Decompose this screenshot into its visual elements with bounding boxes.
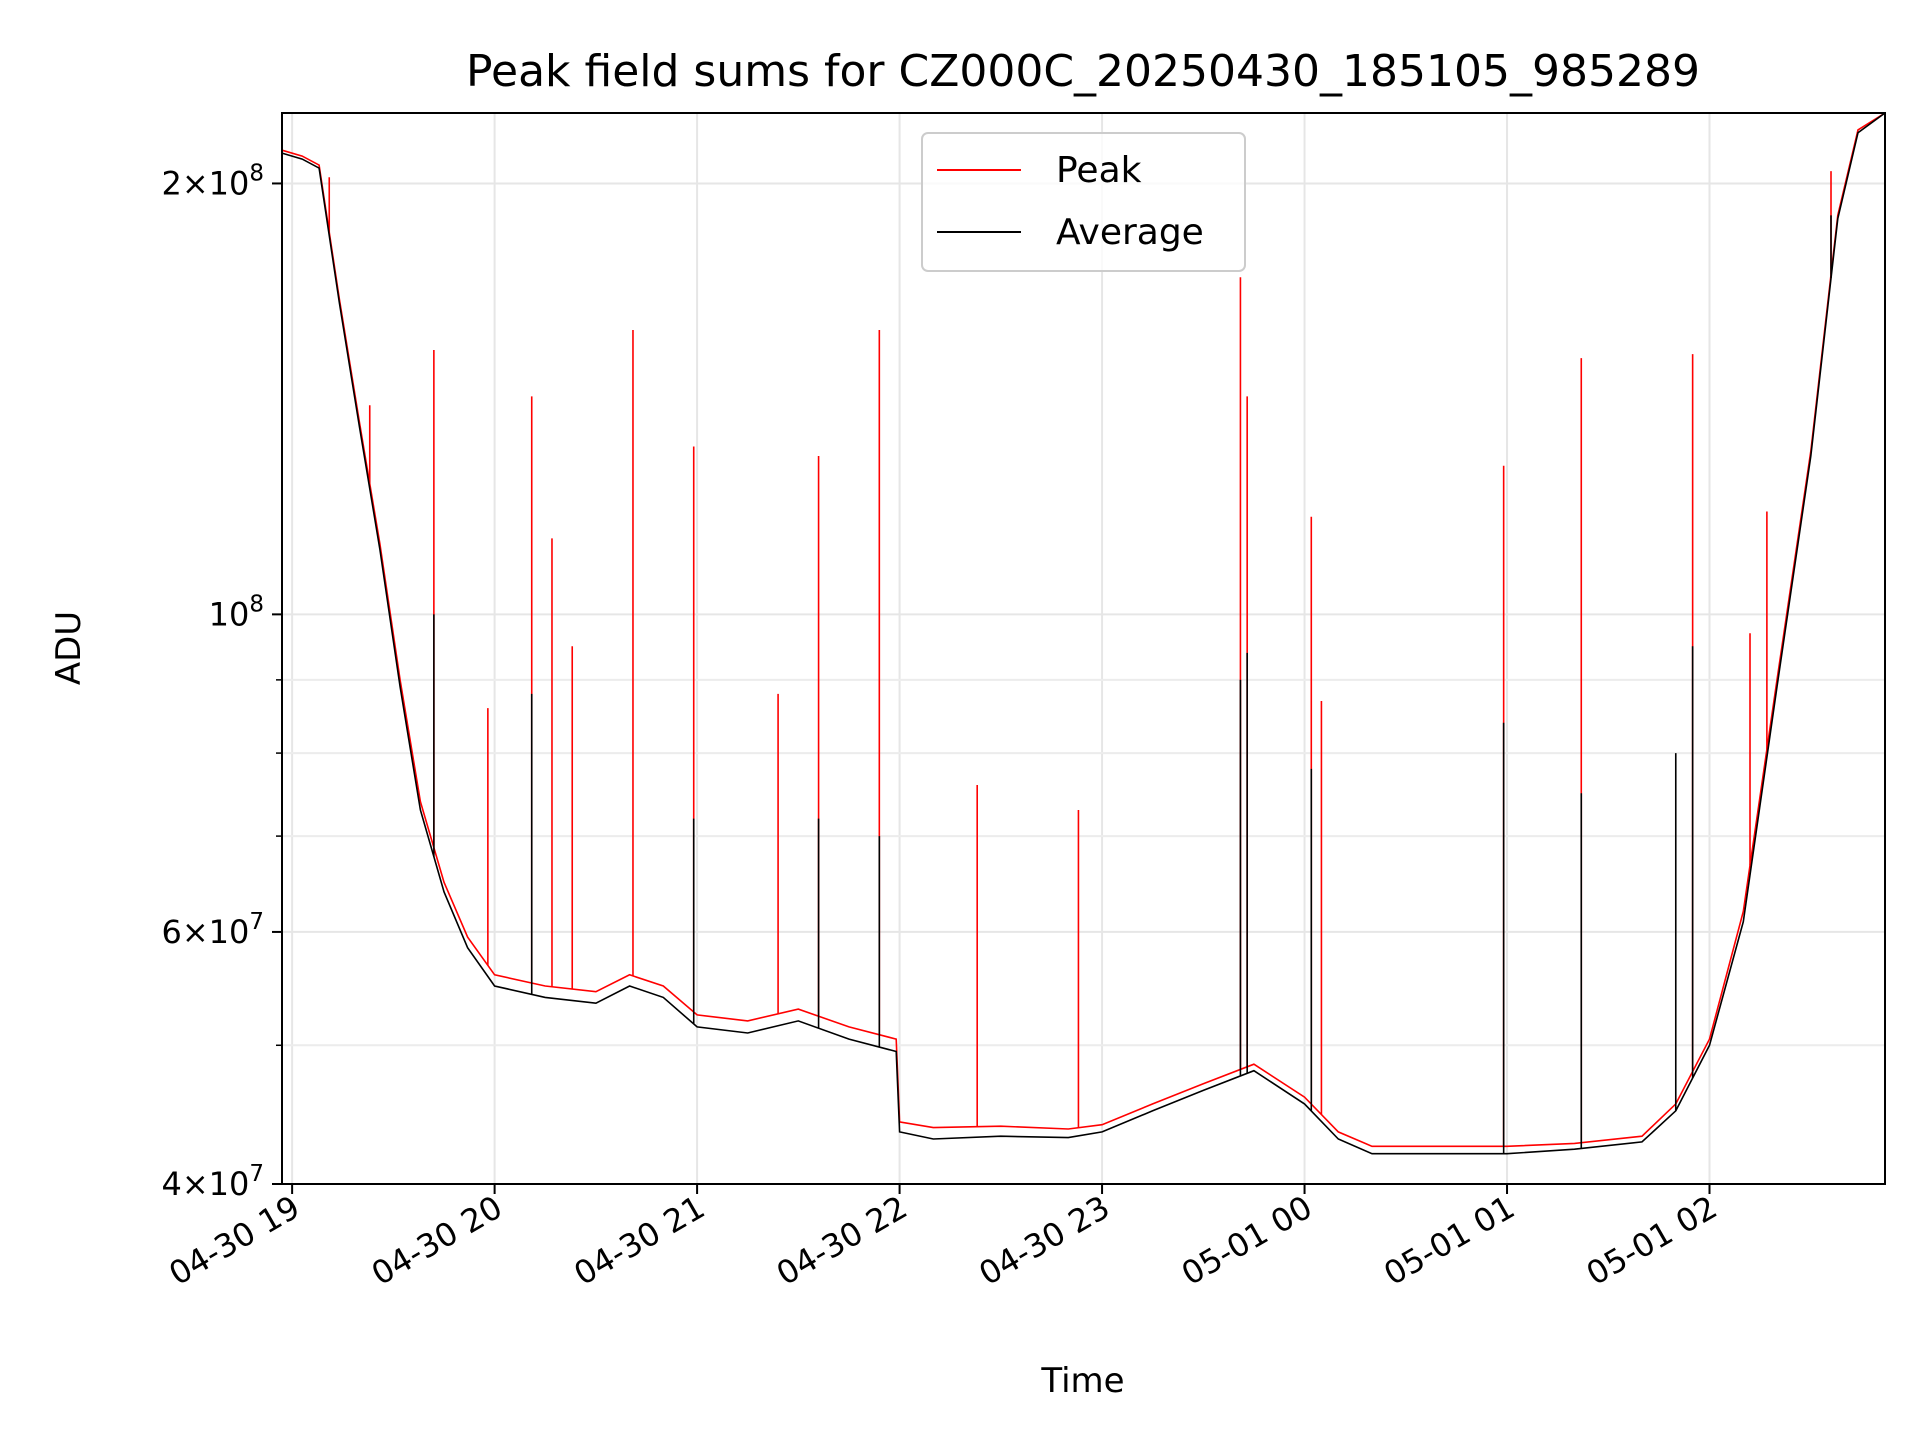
plot-lines — [281, 112, 1886, 1155]
legend-box — [921, 132, 1246, 272]
y-tick-label: 2×108 — [161, 160, 264, 202]
legend: Peak Average — [921, 132, 1246, 272]
legend-label-peak: Peak — [1056, 150, 1142, 191]
y-tick-label: 4×107 — [161, 1161, 264, 1203]
y-tick-label: 108 — [209, 591, 264, 633]
series-line-average — [281, 112, 1886, 1155]
legend-label-average: Average — [1056, 212, 1204, 253]
y-axis-title: ADU — [49, 611, 89, 685]
y-axis-ticks: 4×107 6×107 108 2×108 — [161, 160, 282, 1203]
y-tick-label: 6×107 — [161, 909, 264, 951]
plot-frame — [281, 112, 1886, 1185]
chart-title: Peak field sums for CZ000C_20250430_1851… — [466, 46, 1700, 97]
x-axis-title: Time — [1040, 1361, 1124, 1401]
